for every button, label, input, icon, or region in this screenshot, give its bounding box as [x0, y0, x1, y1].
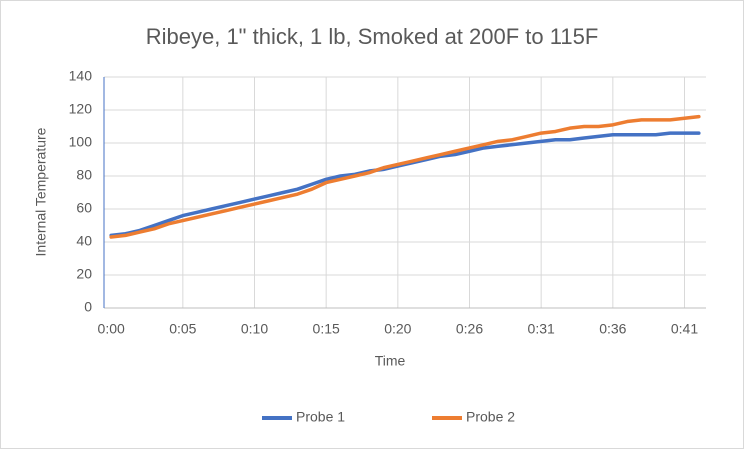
x-tick-label: 0:26 [456, 321, 483, 337]
legend-label: Probe 1 [296, 409, 345, 425]
chart-title: Ribeye, 1" thick, 1 lb, Smoked at 200F t… [146, 24, 599, 49]
y-tick-label: 80 [76, 167, 92, 183]
legend-label: Probe 2 [466, 409, 515, 425]
y-axis-label: Internal Temperature [33, 127, 49, 256]
x-tick-label: 0:20 [384, 321, 411, 337]
y-tick-label: 40 [76, 233, 92, 249]
y-tick-label: 0 [84, 299, 92, 315]
y-tick-label: 100 [69, 134, 93, 150]
series-line [109, 114, 701, 239]
x-tick-label: 0:00 [98, 321, 125, 337]
y-tick-label: 60 [76, 200, 92, 216]
y-tick-label: 140 [69, 68, 93, 84]
x-tick-label: 0:05 [169, 321, 196, 337]
x-axis-label: Time [375, 353, 406, 369]
y-tick-label: 120 [69, 101, 93, 117]
x-tick-label: 0:36 [599, 321, 626, 337]
x-tick-label: 0:15 [313, 321, 340, 337]
x-tick-label: 0:31 [528, 321, 555, 337]
x-tick-label: 0:10 [241, 321, 268, 337]
y-tick-label: 20 [76, 266, 92, 282]
x-tick-label: 0:41 [671, 321, 698, 337]
